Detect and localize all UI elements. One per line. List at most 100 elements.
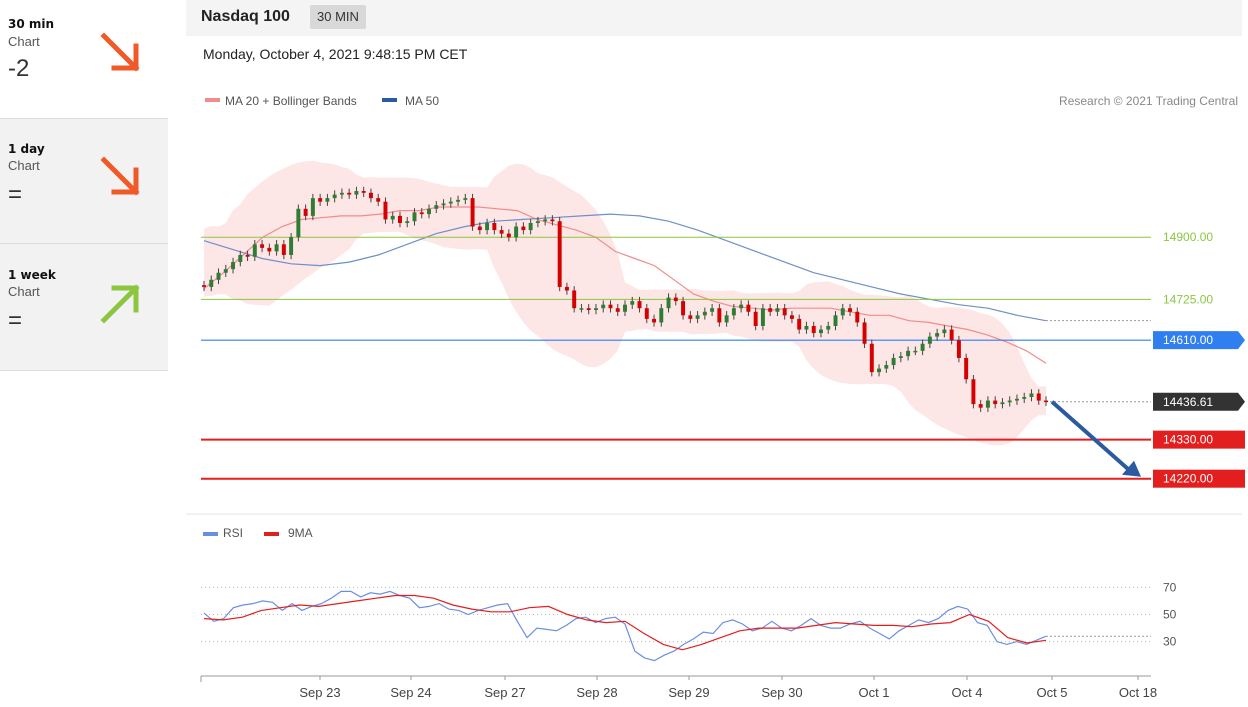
- candle: [637, 296, 642, 313]
- candle-body: [688, 315, 693, 319]
- candle: [717, 303, 722, 327]
- candle-body: [586, 308, 591, 310]
- candle: [281, 240, 286, 260]
- legend-swatch-9ma: [264, 532, 279, 536]
- candle: [1044, 396, 1048, 407]
- candle: [913, 346, 918, 356]
- candle-body: [448, 201, 453, 204]
- candle: [289, 232, 294, 260]
- signal-card-30min[interactable]: 30 min Chart -2: [0, 0, 168, 119]
- candle-body: [303, 208, 308, 216]
- rsi-9ma-line: [203, 594, 1047, 651]
- candle-body: [942, 329, 947, 334]
- candle-body: [231, 262, 236, 270]
- x-tick-label: Oct 5: [1036, 685, 1067, 700]
- rsi-tick-label: 50: [1163, 608, 1177, 622]
- candle-body: [877, 368, 882, 373]
- candle-body: [223, 269, 228, 273]
- signal-card-subtitle: Chart: [8, 158, 40, 173]
- projection-arrowhead: [1122, 460, 1141, 477]
- candle: [579, 303, 584, 313]
- candle-body: [964, 357, 969, 380]
- ma50-line: [203, 213, 1047, 322]
- legend-label-rsi: RSI: [223, 526, 243, 540]
- candle-body: [782, 308, 787, 316]
- x-tick-label: Sep 30: [761, 685, 802, 700]
- candle-body: [789, 315, 794, 319]
- candle: [441, 199, 446, 210]
- candle-body: [848, 308, 852, 312]
- candle-body: [456, 199, 461, 202]
- pivot-label: 14610.00: [1163, 333, 1213, 347]
- chart-datetime: Monday, October 4, 2021 9:48:15 PM CET: [203, 46, 468, 62]
- candle-body: [884, 365, 889, 369]
- candle-body: [252, 244, 257, 257]
- candle-body: [289, 237, 294, 255]
- x-tick-label: Oct 4: [951, 685, 982, 700]
- candle: [724, 311, 729, 327]
- candle: [303, 204, 308, 221]
- candle-body: [804, 325, 809, 330]
- candle-body: [535, 221, 540, 223]
- candle-body: [398, 215, 402, 223]
- candle: [804, 321, 809, 334]
- candle: [615, 303, 620, 317]
- candle: [492, 218, 497, 235]
- signal-card-1day[interactable]: 1 day Chart =: [0, 119, 168, 244]
- candle-body: [390, 215, 395, 220]
- candle: [826, 321, 831, 334]
- x-tick-label: Sep 29: [668, 685, 709, 700]
- candle: [739, 300, 744, 313]
- legend-swatch-rsi: [203, 532, 218, 536]
- candle: [884, 360, 889, 373]
- candle: [652, 314, 657, 327]
- chart-credit: Research © 2021 Trading Central: [1059, 94, 1238, 108]
- candle: [405, 216, 410, 228]
- candle-body: [913, 350, 918, 353]
- interval-badge[interactable]: 30 MIN: [310, 5, 366, 29]
- candle-body: [209, 279, 214, 287]
- candle: [1014, 394, 1019, 405]
- x-tick-label: Sep 27: [484, 685, 525, 700]
- candle-body: [840, 308, 845, 316]
- support-label: 14330.00: [1163, 433, 1213, 447]
- legend-swatch-ma20: [205, 98, 220, 102]
- candle: [318, 193, 323, 206]
- candle: [347, 188, 352, 199]
- candle-body: [775, 308, 780, 312]
- candle: [521, 222, 526, 235]
- down-right-arrow-icon: [100, 32, 140, 72]
- candle-body: [441, 203, 446, 206]
- candle: [855, 307, 860, 327]
- candle: [956, 335, 961, 363]
- candle: [797, 314, 802, 334]
- candle: [506, 229, 511, 242]
- candle: [623, 300, 627, 317]
- candle-body: [593, 308, 598, 310]
- candle: [390, 211, 395, 224]
- candle-body: [608, 304, 613, 309]
- candle: [833, 311, 838, 331]
- candle-body: [514, 226, 519, 238]
- candle-body: [361, 191, 366, 193]
- candle-body: [245, 254, 250, 257]
- x-tick-label: Oct 1: [858, 685, 889, 700]
- candle-body: [659, 308, 664, 323]
- candle: [260, 240, 265, 253]
- candle: [245, 250, 250, 261]
- signal-card-1week[interactable]: 1 week Chart =: [0, 244, 168, 371]
- candle: [434, 200, 439, 214]
- candle: [746, 300, 751, 317]
- candle-body: [615, 308, 620, 312]
- last-price-tag: [1153, 392, 1245, 411]
- candle: [898, 351, 903, 363]
- candle-body: [710, 308, 715, 312]
- candle: [550, 215, 555, 226]
- candle: [760, 303, 765, 331]
- ma20-line: [203, 206, 1047, 364]
- candle: [681, 296, 686, 320]
- candle-body: [332, 194, 337, 199]
- candle: [354, 186, 359, 199]
- signal-card-subtitle: Chart: [8, 34, 40, 49]
- candle-body: [993, 400, 998, 405]
